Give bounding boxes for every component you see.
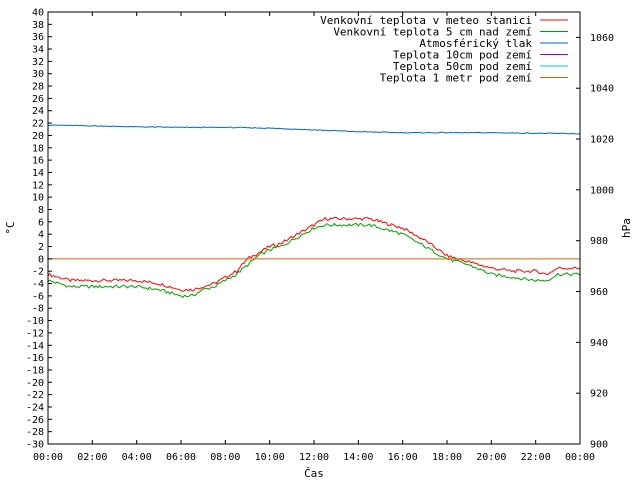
x-tick-label: 08:00 <box>210 452 240 463</box>
y-left-tick-label: -30 <box>26 440 44 451</box>
y-left-tick-label: -10 <box>26 316 44 327</box>
y-left-tick-label: -6 <box>32 291 44 302</box>
series-line-2 <box>48 124 581 135</box>
y-left-tick-label: -22 <box>26 390 44 401</box>
y-right-tick-label: 980 <box>590 236 608 247</box>
x-tick-label: 02:00 <box>77 452 107 463</box>
y-left-tick-label: 28 <box>32 82 44 93</box>
y-left-tick-label: 26 <box>32 94 44 105</box>
legend-label: Venkovní teplota 5 cm nad zemí <box>333 26 532 39</box>
y-left-tick-label: 32 <box>32 57 44 68</box>
y-right-tick-label: 1020 <box>590 135 614 146</box>
x-axis-label: Čas <box>304 467 324 480</box>
y-left-tick-label: 0 <box>38 254 44 265</box>
y-left-tick-label: -12 <box>26 328 44 339</box>
y-left-tick-label: 4 <box>38 230 44 241</box>
x-tick-label: 20:00 <box>476 452 506 463</box>
y-right-tick-label: 1000 <box>590 185 614 196</box>
y-left-tick-label: 30 <box>32 69 44 80</box>
y-left-tick-label: 2 <box>38 242 44 253</box>
y-left-tick-label: 38 <box>32 20 44 31</box>
y-left-tick-label: -18 <box>26 365 44 376</box>
y-left-tick-label: -20 <box>26 378 44 389</box>
y-left-tick-label: -8 <box>32 304 44 315</box>
y-left-tick-label: -16 <box>26 353 44 364</box>
legend-label: Teplota 10cm pod zemí <box>393 49 532 62</box>
y-left-tick-label: 8 <box>38 205 44 216</box>
legend: Venkovní teplota v meteo staniciVenkovní… <box>320 14 568 85</box>
y-left-tick-label: -14 <box>26 341 44 352</box>
y-left-tick-label: -2 <box>32 267 44 278</box>
x-tick-label: 00:00 <box>565 452 595 463</box>
y-right-tick-label: 920 <box>590 389 608 400</box>
y-left-tick-label: 6 <box>38 217 44 228</box>
y-left-tick-label: 18 <box>32 143 44 154</box>
x-tick-label: 12:00 <box>299 452 329 463</box>
y-left-tick-label: 22 <box>32 119 44 130</box>
x-tick-label: 14:00 <box>343 452 373 463</box>
x-tick-label: 16:00 <box>388 452 418 463</box>
y-right-tick-label: 960 <box>590 287 608 298</box>
y-left-tick-label: 14 <box>32 168 44 179</box>
x-tick-label: 04:00 <box>122 452 152 463</box>
y-left-tick-label: 40 <box>32 8 44 19</box>
x-tick-label: 06:00 <box>166 452 196 463</box>
y-axis-right-label: hPa <box>620 218 633 238</box>
y-right-tick-label: 900 <box>590 440 608 451</box>
x-tick-label: 18:00 <box>432 452 462 463</box>
y-right-tick-label: 1040 <box>590 84 614 95</box>
y-right-tick-label: 1060 <box>590 33 614 44</box>
series-layer <box>47 124 581 299</box>
y-left-tick-label: 24 <box>32 106 44 117</box>
y-left-tick-label: 10 <box>32 193 44 204</box>
series-line-0 <box>47 216 581 292</box>
y-right-tick-label: 940 <box>590 338 608 349</box>
y-left-tick-label: -28 <box>26 427 44 438</box>
x-tick-label: 10:00 <box>255 452 285 463</box>
y-left-tick-label: 36 <box>32 32 44 43</box>
y-left-tick-label: -4 <box>32 279 44 290</box>
x-tick-label: 22:00 <box>521 452 551 463</box>
y-left-tick-label: 34 <box>32 45 44 56</box>
y-left-tick-label: 20 <box>32 131 44 142</box>
y-left-tick-label: 16 <box>32 156 44 167</box>
legend-label: Atmosférický tlak <box>419 37 532 50</box>
legend-label: Teplota 50cm pod zemí <box>393 60 532 73</box>
y-left-tick-label: -26 <box>26 415 44 426</box>
y-axis-left-label: °C <box>4 221 17 234</box>
y-left-tick-label: -24 <box>26 402 44 413</box>
x-tick-label: 00:00 <box>33 452 63 463</box>
series-line-1 <box>47 222 581 299</box>
y-left-tick-label: 12 <box>32 180 44 191</box>
ticks: -30-28-26-24-22-20-18-16-14-12-10-8-6-4-… <box>26 8 614 464</box>
legend-label: Teplota 1 metr pod zemí <box>380 72 532 85</box>
legend-label: Venkovní teplota v meteo stanici <box>320 14 532 27</box>
